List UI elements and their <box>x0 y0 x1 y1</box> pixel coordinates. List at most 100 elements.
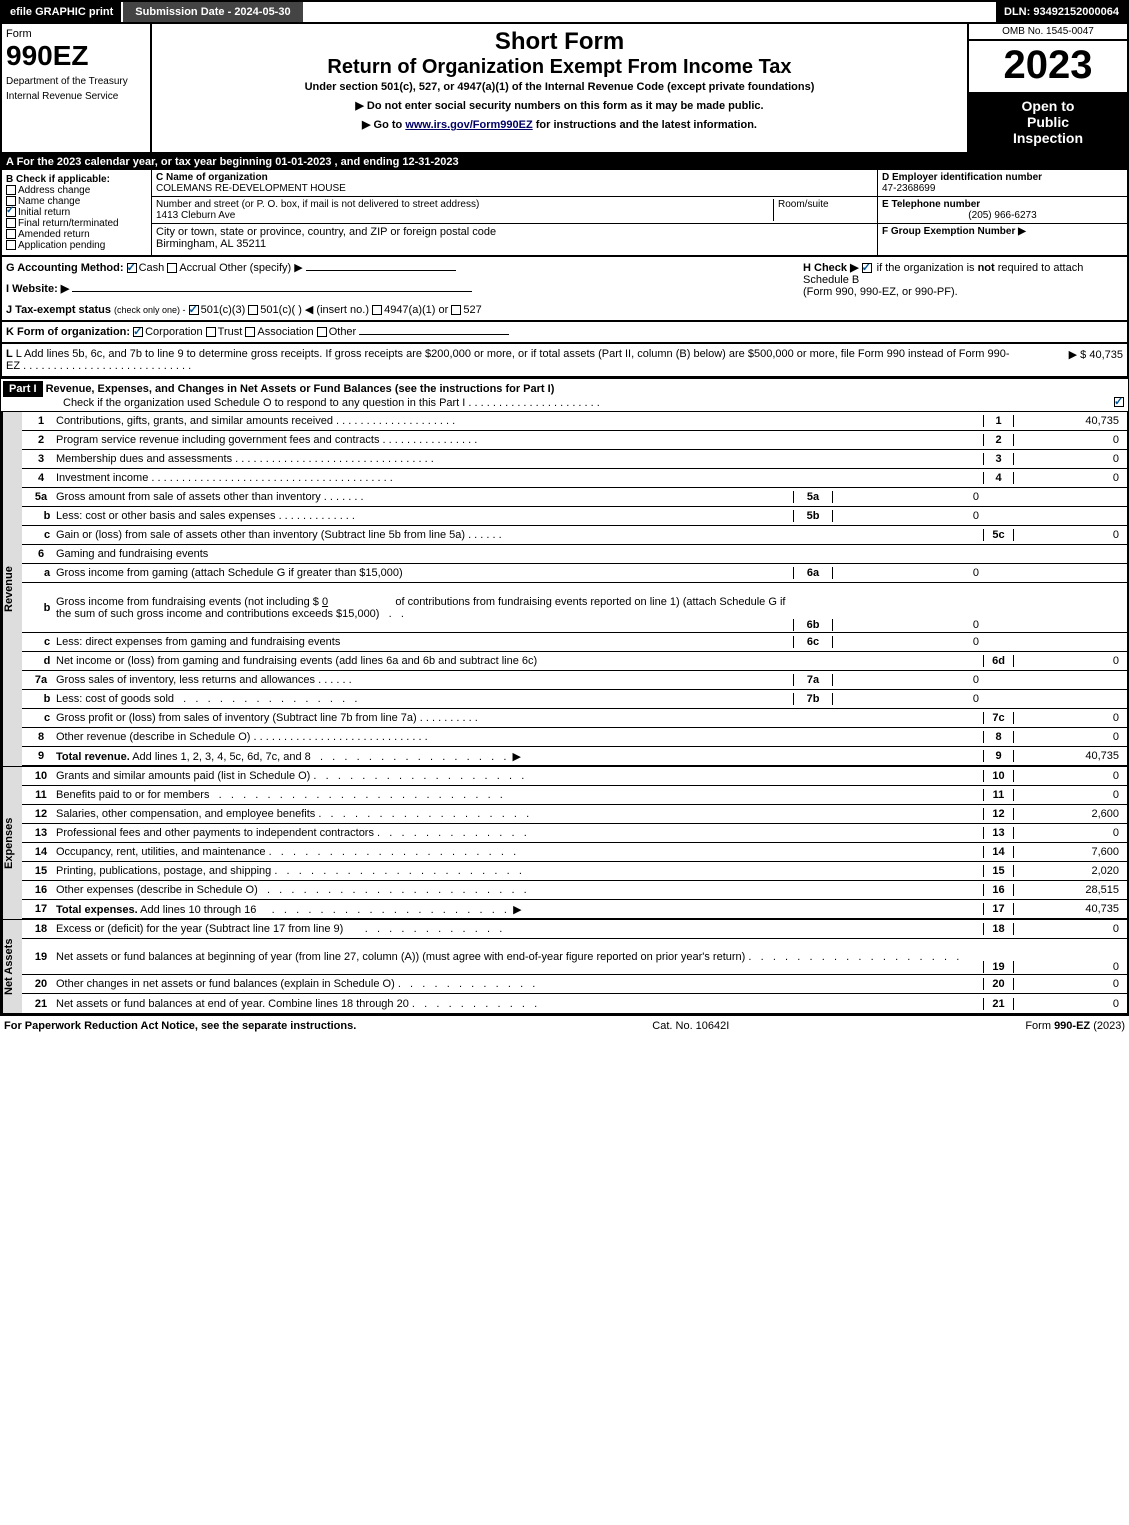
street-label: Number and street (or P. O. box, if mail… <box>156 199 773 210</box>
expenses-section: Expenses 10Grants and similar amounts pa… <box>0 766 1129 919</box>
l-text: L L Add lines 5b, 6c, and 7b to line 9 t… <box>6 348 1023 372</box>
line-6a-text: Gross income from gaming (attach Schedul… <box>56 567 793 579</box>
line-9-text: Total revenue. Add lines 1, 2, 3, 4, 5c,… <box>56 750 983 763</box>
checkbox-527[interactable] <box>451 305 461 315</box>
revenue-label: Revenue <box>2 412 22 766</box>
top-bar: efile GRAPHIC print Submission Date - 20… <box>0 0 1129 24</box>
org-name: COLEMANS RE-DEVELOPMENT HOUSE <box>156 183 873 194</box>
line-2-val: 0 <box>1013 434 1123 446</box>
line-5a-val: 0 <box>833 491 983 503</box>
checkbox-corporation[interactable] <box>133 327 143 337</box>
part-1-header: Part I Revenue, Expenses, and Changes in… <box>0 378 1129 412</box>
dept-treasury: Department of the Treasury <box>6 76 146 87</box>
checkbox-accrual[interactable] <box>167 263 177 273</box>
line-17-val: 40,735 <box>1013 903 1123 915</box>
checkbox-initial-return[interactable] <box>6 207 16 217</box>
room-suite-label: Room/suite <box>773 199 873 221</box>
line-6-text: Gaming and fundraising events <box>56 548 983 560</box>
line-6a-val: 0 <box>833 567 983 579</box>
c-name-label: C Name of organization <box>156 172 873 183</box>
j-label: J Tax-exempt status <box>6 304 111 316</box>
line-7b-text: Less: cost of goods sold . . . . . . . .… <box>56 693 793 705</box>
open-to-public: Open toPublicInspection <box>969 92 1127 152</box>
section-bcdef: B Check if applicable: Address change Na… <box>0 170 1129 257</box>
form-header: Form 990EZ Department of the Treasury In… <box>0 24 1129 154</box>
section-k: K Form of organization: Corporation Trus… <box>0 322 1129 344</box>
line-12-val: 2,600 <box>1013 808 1123 820</box>
section-a-tax-year: A For the 2023 calendar year, or tax yea… <box>0 154 1129 170</box>
line-17-text: Total expenses. Add lines 10 through 16 … <box>56 903 983 916</box>
dept-irs: Internal Revenue Service <box>6 91 146 102</box>
checkbox-association[interactable] <box>245 327 255 337</box>
line-11-text: Benefits paid to or for members . . . . … <box>56 789 983 801</box>
line-11-val: 0 <box>1013 789 1123 801</box>
l-value: ▶ $ 40,735 <box>1023 348 1123 372</box>
line-6c-val: 0 <box>833 636 983 648</box>
line-5c-text: Gain or (loss) from sale of assets other… <box>56 529 983 541</box>
form-number: 990EZ <box>6 40 146 72</box>
line-20-text: Other changes in net assets or fund bala… <box>56 978 983 990</box>
checkbox-schedule-b[interactable] <box>862 263 872 273</box>
page-footer: For Paperwork Reduction Act Notice, see … <box>0 1015 1129 1036</box>
checkbox-final-return[interactable] <box>6 218 16 228</box>
section-ghij: G Accounting Method: Cash Accrual Other … <box>0 257 1129 322</box>
efile-print[interactable]: efile GRAPHIC print <box>2 2 121 22</box>
submission-date: Submission Date - 2024-05-30 <box>121 2 302 22</box>
line-4-val: 0 <box>1013 472 1123 484</box>
expenses-label: Expenses <box>2 767 22 919</box>
line-10-text: Grants and similar amounts paid (list in… <box>56 770 983 782</box>
line-6c-text: Less: direct expenses from gaming and fu… <box>56 636 793 648</box>
line-18-text: Excess or (deficit) for the year (Subtra… <box>56 923 983 935</box>
line-1-val: 40,735 <box>1013 415 1123 427</box>
line-8-text: Other revenue (describe in Schedule O) .… <box>56 731 983 743</box>
line-15-val: 2,020 <box>1013 865 1123 877</box>
f-group-exemption: F Group Exemption Number ▶ <box>882 226 1123 237</box>
e-phone-label: E Telephone number <box>882 199 1123 210</box>
checkbox-schedule-o[interactable] <box>1114 397 1124 407</box>
footer-right: Form 990-EZ (2023) <box>1025 1020 1125 1032</box>
line-16-val: 28,515 <box>1013 884 1123 896</box>
line-5c-val: 0 <box>1013 529 1123 541</box>
website-input[interactable] <box>72 291 472 292</box>
checkbox-501c[interactable] <box>248 305 258 315</box>
street-value: 1413 Cleburn Ave <box>156 210 773 221</box>
dln: DLN: 93492152000064 <box>996 2 1127 22</box>
i-website-label: I Website: ▶ <box>6 283 69 295</box>
checkbox-application-pending[interactable] <box>6 240 16 250</box>
line-12-text: Salaries, other compensation, and employ… <box>56 808 983 820</box>
checkbox-trust[interactable] <box>206 327 216 337</box>
line-18-val: 0 <box>1013 923 1123 935</box>
line-8-val: 0 <box>1013 731 1123 743</box>
checkbox-501c3[interactable] <box>189 305 199 315</box>
line-15-text: Printing, publications, postage, and shi… <box>56 865 983 877</box>
line-16-text: Other expenses (describe in Schedule O) … <box>56 884 983 896</box>
line-5b-text: Less: cost or other basis and sales expe… <box>56 510 793 522</box>
h-label: H Check ▶ <box>803 262 859 274</box>
g-label: G Accounting Method: <box>6 262 124 274</box>
checkbox-address-change[interactable] <box>6 185 16 195</box>
line-6d-text: Net income or (loss) from gaming and fun… <box>56 655 983 667</box>
checkbox-cash[interactable] <box>127 263 137 273</box>
form-label: Form <box>6 28 146 40</box>
line-3-val: 0 <box>1013 453 1123 465</box>
line-6b-text: Gross income from fundraising events (no… <box>56 596 793 620</box>
omb-number: OMB No. 1545-0047 <box>969 24 1127 41</box>
footer-mid: Cat. No. 10642I <box>652 1020 729 1032</box>
d-ein-label: D Employer identification number <box>882 172 1123 183</box>
d-ein-value: 47-2368699 <box>882 183 1123 194</box>
instruction-link: ▶ Go to www.irs.gov/Form990EZ for instru… <box>156 118 963 131</box>
line-5b-val: 0 <box>833 510 983 522</box>
checkbox-amended-return[interactable] <box>6 229 16 239</box>
irs-link[interactable]: www.irs.gov/Form990EZ <box>405 119 532 131</box>
line-13-text: Professional fees and other payments to … <box>56 827 983 839</box>
line-21-val: 0 <box>1013 998 1123 1010</box>
line-2-text: Program service revenue including govern… <box>56 434 983 446</box>
title-return: Return of Organization Exempt From Incom… <box>156 56 963 79</box>
line-9-val: 40,735 <box>1013 750 1123 762</box>
line-13-val: 0 <box>1013 827 1123 839</box>
checkbox-4947[interactable] <box>372 305 382 315</box>
line-5a-text: Gross amount from sale of assets other t… <box>56 491 793 503</box>
checkbox-other-org[interactable] <box>317 327 327 337</box>
city-value: Birmingham, AL 35211 <box>156 238 873 250</box>
title-short-form: Short Form <box>156 28 963 56</box>
